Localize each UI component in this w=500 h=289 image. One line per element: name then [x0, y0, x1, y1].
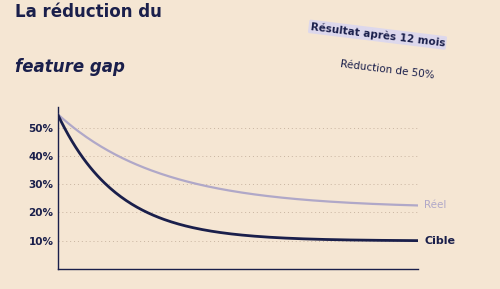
Text: Résultat après 12 mois: Résultat après 12 mois — [310, 21, 446, 48]
Text: La réduction du: La réduction du — [15, 3, 162, 21]
Text: Réduction de 50%: Réduction de 50% — [340, 59, 435, 80]
Text: Réel: Réel — [424, 201, 447, 210]
Text: Cible: Cible — [424, 236, 456, 246]
Text: feature gap: feature gap — [15, 58, 125, 76]
